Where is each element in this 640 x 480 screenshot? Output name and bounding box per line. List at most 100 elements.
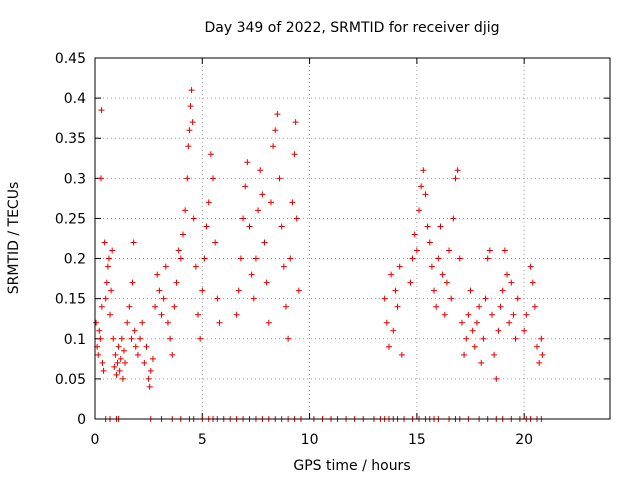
data-point <box>539 351 546 358</box>
data-point <box>130 239 137 246</box>
data-point <box>118 335 125 342</box>
data-point <box>246 223 253 230</box>
data-point <box>120 347 127 354</box>
data-point <box>233 311 240 318</box>
data-point <box>480 335 487 342</box>
data-point <box>108 287 115 294</box>
data-point <box>274 111 281 118</box>
y-axis: 0 0.05 0.1 0.15 0.2 0.25 0.3 0.35 0.4 0.45 <box>55 51 610 428</box>
data-point <box>201 255 208 262</box>
data-point <box>104 263 111 270</box>
data-point <box>531 303 538 310</box>
data-point <box>179 231 186 238</box>
data-point <box>529 279 536 286</box>
x-tick-label: 15 <box>408 432 426 448</box>
data-point <box>383 319 390 326</box>
y-tick-label: 0 <box>77 412 86 428</box>
data-point <box>501 247 508 254</box>
data-point <box>210 175 217 182</box>
data-point <box>497 303 504 310</box>
data-point <box>514 295 521 302</box>
data-point <box>235 287 242 294</box>
data-point <box>461 351 468 358</box>
plot-frame <box>94 57 611 420</box>
data-point <box>137 335 144 342</box>
data-point <box>446 247 453 254</box>
data-point <box>182 207 189 214</box>
y-tick-label: 0.05 <box>55 372 86 388</box>
data-point <box>394 303 401 310</box>
data-point <box>169 351 176 358</box>
data-point <box>131 327 138 334</box>
data-point <box>282 303 289 310</box>
chart-title: Day 349 of 2022, SRMTID for receiver dji… <box>205 20 500 36</box>
data-point <box>441 311 448 318</box>
data-point <box>407 279 414 286</box>
data-point <box>244 159 251 166</box>
data-point <box>199 287 206 294</box>
data-point <box>478 359 485 366</box>
data-point <box>112 351 119 358</box>
data-point <box>484 255 491 262</box>
data-point <box>190 215 197 222</box>
data-point <box>129 279 136 286</box>
data-point <box>114 359 121 366</box>
data-point <box>147 367 154 374</box>
y-tick-label: 0.35 <box>55 131 86 147</box>
data-point <box>152 303 159 310</box>
data-point <box>418 183 425 190</box>
data-point <box>486 247 493 254</box>
data-point <box>467 287 474 294</box>
data-point <box>292 119 299 126</box>
data-point <box>499 287 506 294</box>
data-point <box>146 383 153 390</box>
data-point <box>482 295 489 302</box>
data-point <box>454 167 461 174</box>
data-point <box>96 327 103 334</box>
data-point <box>491 351 498 358</box>
data-point <box>448 295 455 302</box>
data-point <box>128 335 135 342</box>
x-tick-label: 0 <box>91 432 100 448</box>
y-tick-label: 0.15 <box>55 292 86 308</box>
data-point <box>98 303 105 310</box>
data-point <box>456 255 463 262</box>
data-point <box>287 255 294 262</box>
data-point <box>164 319 171 326</box>
data-point <box>293 215 300 222</box>
data-point <box>99 359 106 366</box>
data-point <box>240 215 247 222</box>
data-point <box>154 271 161 278</box>
data-point <box>534 343 541 350</box>
data-point <box>115 343 122 350</box>
data-point <box>521 327 528 334</box>
data-point <box>506 319 513 326</box>
data-point <box>93 319 100 326</box>
y-tick-label: 0.45 <box>55 51 86 67</box>
data-point <box>536 359 543 366</box>
data-point <box>426 239 433 246</box>
data-point <box>411 231 418 238</box>
data-point <box>156 287 163 294</box>
data-point <box>187 103 194 110</box>
x-axis-label: GPS time / hours <box>293 458 410 474</box>
data-point <box>409 255 416 262</box>
data-point <box>431 287 438 294</box>
data-point <box>203 223 210 230</box>
data-point <box>116 367 123 374</box>
data-point <box>420 167 427 174</box>
data-point <box>98 175 105 182</box>
data-point <box>175 247 182 254</box>
y-tick-label: 0.4 <box>64 91 86 107</box>
data-point <box>452 175 459 182</box>
data-point <box>207 151 214 158</box>
data-point <box>280 263 287 270</box>
data-point <box>117 355 124 362</box>
data-point <box>437 223 444 230</box>
data-point <box>248 271 255 278</box>
data-point <box>463 335 470 342</box>
data-point <box>113 371 120 378</box>
data-point <box>450 215 457 222</box>
data-points <box>93 87 546 422</box>
data-point <box>385 343 392 350</box>
